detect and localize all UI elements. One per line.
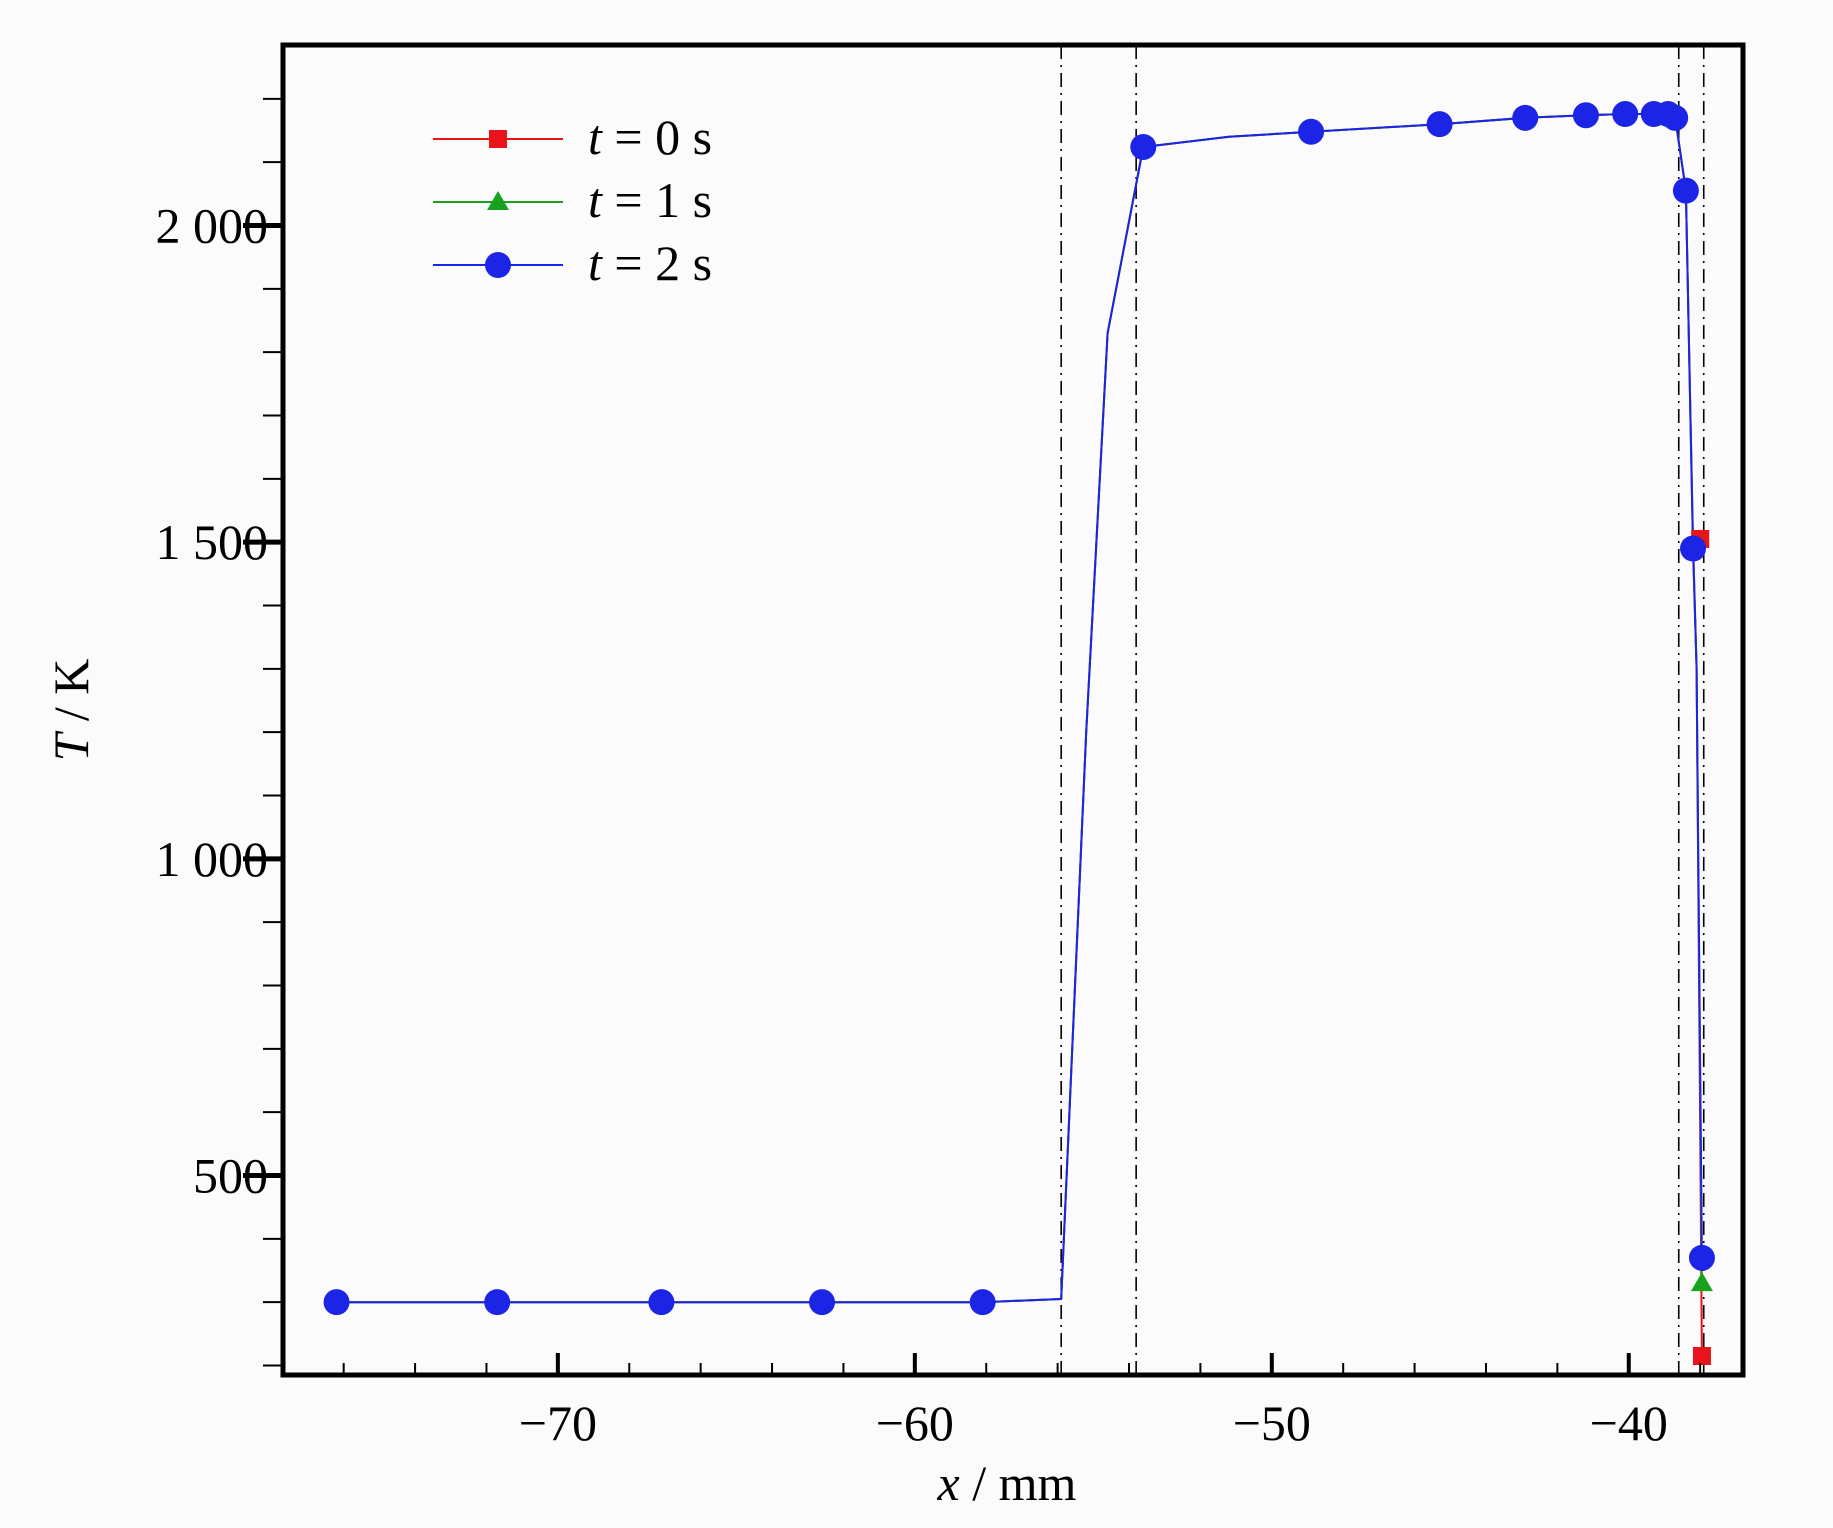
x-tick-label: −50 — [1233, 1395, 1311, 1451]
legend-label-t0: t = 0 s — [588, 109, 712, 165]
series-2-marker-5 — [1130, 133, 1157, 160]
y-axis-label: T / K — [43, 659, 99, 762]
series-2-marker-9 — [1572, 102, 1599, 129]
y-axis-ticks: 500 1 000 1 500 2 000 — [156, 97, 283, 1367]
series-2-marker-10 — [1612, 101, 1639, 128]
series-markers — [323, 101, 1715, 1365]
y-tick-label: 2 000 — [156, 198, 269, 254]
legend-marker-t2 — [485, 252, 511, 278]
series-2-marker-16 — [1688, 1244, 1715, 1271]
legend-marker-t1 — [487, 191, 509, 210]
legend: t = 0 s t = 1 s t = 2 s — [433, 109, 712, 291]
series-lines — [336, 113, 1703, 1357]
x-tick-label: −60 — [876, 1395, 954, 1451]
legend-entry-t2: t = 2 s — [433, 235, 712, 291]
series-2-marker-15 — [1680, 535, 1707, 562]
series-1-marker-0 — [1690, 1272, 1713, 1292]
series-0-marker-end-0 — [1692, 1347, 1711, 1365]
legend-label-t1: t = 1 s — [588, 172, 712, 228]
x-axis-ticks: −70 −60 −50 −40 — [342, 1353, 1702, 1451]
series-2-marker-2 — [648, 1289, 675, 1316]
series-2-marker-13 — [1662, 104, 1689, 131]
legend-label-t2: t = 2 s — [588, 235, 712, 291]
reference-lines — [1060, 45, 1705, 1375]
series-2-marker-14 — [1672, 177, 1699, 204]
series-2-marker-6 — [1298, 118, 1325, 145]
y-tick-label: 500 — [193, 1148, 268, 1204]
x-tick-label: −70 — [519, 1395, 597, 1451]
y-tick-label: 1 000 — [156, 831, 269, 887]
series-2-marker-0 — [323, 1289, 350, 1316]
x-axis-label: x / mm — [937, 1455, 1077, 1511]
series-line-2 — [336, 113, 1703, 1304]
legend-entry-t0: t = 0 s — [433, 109, 712, 165]
legend-entry-t1: t = 1 s — [433, 172, 712, 228]
legend-marker-t0 — [489, 130, 507, 148]
y-tick-label: 1 500 — [156, 514, 269, 570]
plot-frame — [280, 42, 1746, 1378]
x-tick-label: −40 — [1590, 1395, 1668, 1451]
series-2-marker-7 — [1426, 111, 1453, 138]
series-2-marker-1 — [484, 1289, 511, 1316]
series-2-marker-3 — [809, 1289, 836, 1316]
series-2-marker-8 — [1512, 104, 1539, 131]
series-2-marker-4 — [969, 1289, 996, 1316]
